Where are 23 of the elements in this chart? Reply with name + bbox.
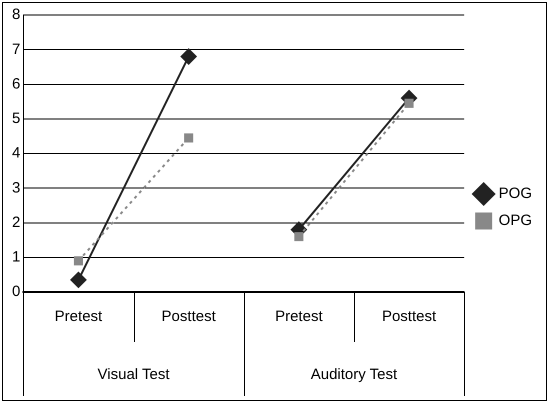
y-tick-label: 3: [12, 179, 20, 196]
text: Visual Test: [98, 366, 170, 384]
point: [184, 133, 194, 142]
point: [404, 98, 414, 108]
x-tick-label: Pretest: [275, 308, 324, 326]
y-tick-label: 2: [12, 214, 20, 231]
point: [294, 232, 304, 242]
y-tick-label: 1: [12, 248, 20, 266]
y-tick-label: 5: [12, 110, 20, 128]
x-tick-label: Pretest: [54, 308, 104, 326]
y-tick-label: 0: [12, 283, 20, 300]
legend-label: POG: [498, 185, 532, 202]
y-tick-label: 4: [12, 144, 20, 162]
y-tick-label: 7: [12, 40, 20, 58]
y-tick-label: 8: [12, 6, 20, 24]
x-tick-label: Posttest: [162, 308, 217, 326]
point: [70, 272, 86, 288]
text: Auditory Test: [310, 366, 398, 384]
y-tick-label: 6: [12, 75, 20, 92]
legend-label: OPG: [498, 212, 532, 230]
point: [180, 48, 197, 65]
x-tick-label: Posttest: [382, 308, 437, 326]
point: [74, 256, 83, 266]
